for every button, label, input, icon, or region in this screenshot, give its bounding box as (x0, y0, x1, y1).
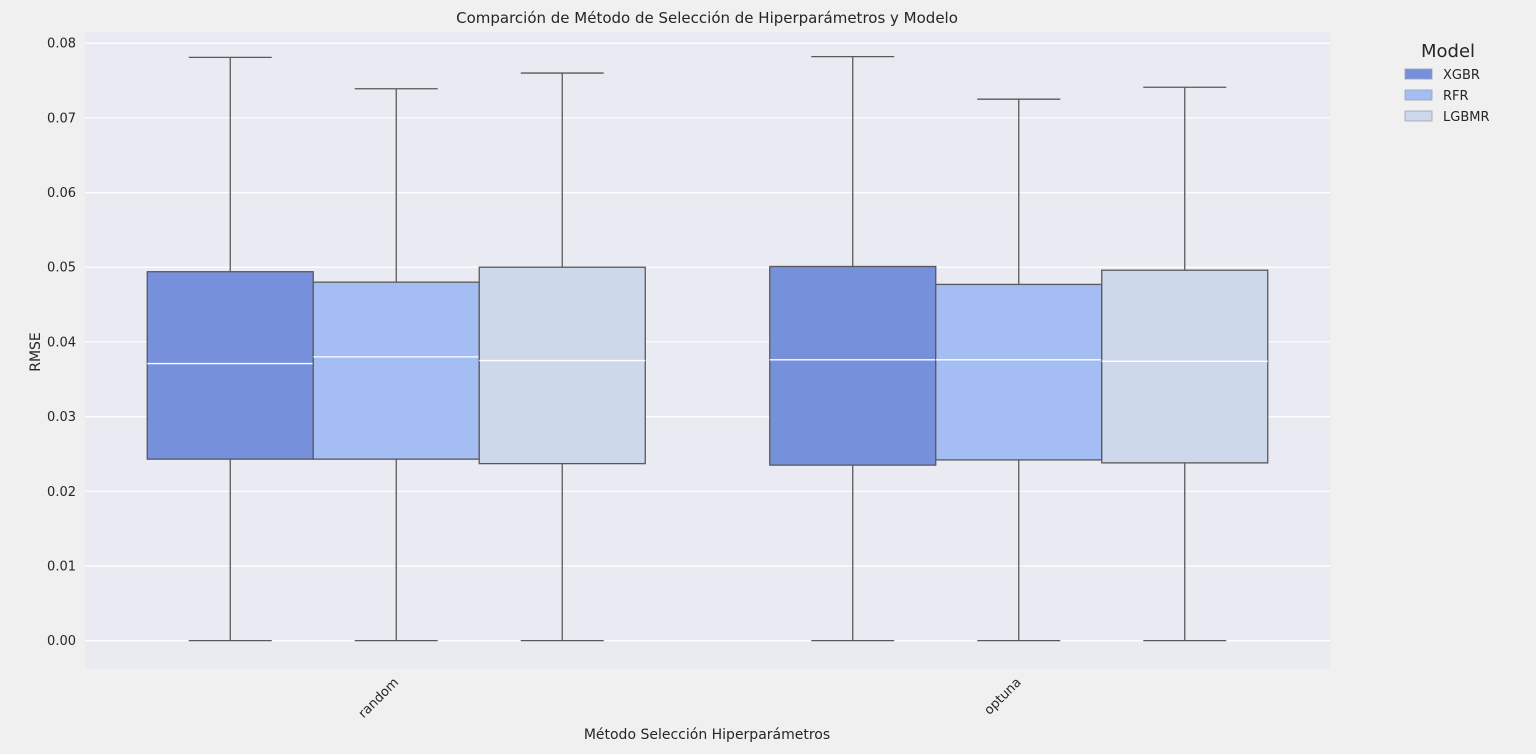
box-rfr-random (312, 88, 480, 642)
y-axis-label: RMSE (28, 332, 44, 372)
iqr-box (312, 281, 480, 460)
y-tick-label: 0.05 (47, 261, 76, 276)
iqr-box (146, 271, 314, 460)
box-xgbr-random (146, 56, 314, 642)
legend-label-xgbr: XGBR (1443, 68, 1480, 83)
boxes (146, 55, 1269, 642)
y-tick-label: 0.07 (47, 111, 76, 126)
y-tick-label: 0.08 (47, 37, 76, 52)
y-tick-labels: 0.00 0.01 0.02 0.03 0.04 0.05 0.06 0.07 0.08 (47, 37, 76, 649)
y-tick-label: 0.03 (47, 410, 76, 425)
legend-title: Model (1421, 41, 1475, 62)
legend-label-lgbmr: LGBMR (1443, 110, 1489, 125)
y-tick-label: 0.04 (47, 335, 76, 350)
legend-label-rfr: RFR (1443, 89, 1469, 104)
iqr-box (478, 266, 646, 465)
x-tick-label: random (356, 675, 402, 721)
legend-swatch-lgbmr (1404, 110, 1433, 122)
iqr-box (769, 265, 937, 466)
legend-swatch-rfr (1404, 89, 1433, 101)
legend-swatch-xgbr (1404, 68, 1433, 80)
y-tick-label: 0.01 (47, 559, 76, 574)
legend: Model XGBR RFR LGBMR (1404, 41, 1489, 125)
chart-title: Comparción de Método de Selección de Hip… (456, 9, 958, 27)
x-tick-labels: random optuna (356, 675, 1025, 721)
x-axis-label: Método Selección Hiperparámetros (584, 727, 830, 743)
box-lgbmr-random (478, 72, 646, 642)
y-tick-label: 0.06 (47, 186, 76, 201)
x-tick-label: optuna (982, 675, 1025, 718)
box-lgbmr-optuna (1101, 86, 1269, 642)
iqr-box (935, 283, 1103, 461)
y-tick-label: 0.00 (47, 634, 76, 649)
iqr-box (1101, 269, 1269, 464)
box-rfr-optuna (935, 98, 1103, 642)
y-tick-label: 0.02 (47, 485, 76, 500)
